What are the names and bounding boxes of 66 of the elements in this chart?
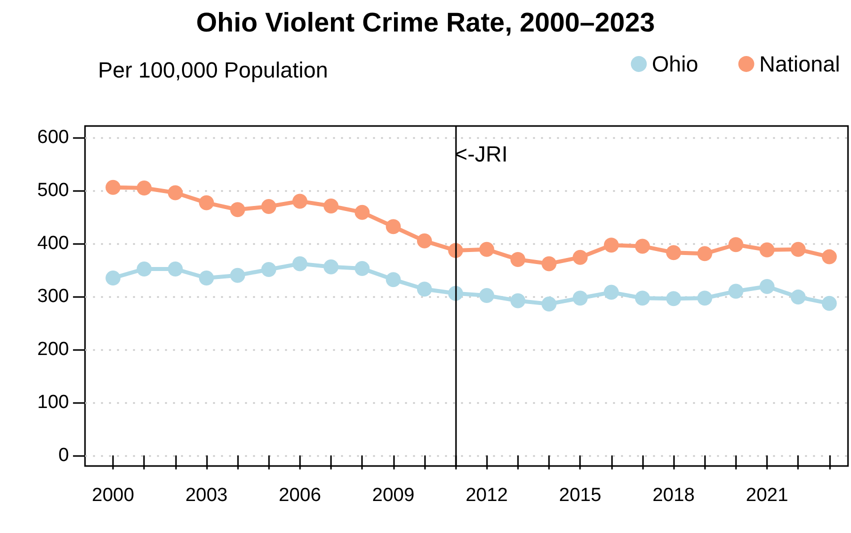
point [479,288,494,303]
point [728,237,744,252]
point [230,268,246,283]
point [572,250,588,265]
point [261,199,276,214]
point [760,242,775,258]
point [697,290,712,306]
x-tick-label: 2012 [466,485,508,506]
point [354,260,370,276]
point [728,284,744,299]
point [198,195,214,210]
x-tick-label: 2015 [559,485,602,506]
x-tick-label: 2006 [278,485,322,506]
point [230,202,246,218]
point [666,291,682,306]
point [790,290,806,305]
point [198,270,214,286]
point [106,180,121,195]
point [354,204,370,220]
x-tick-label: 2000 [92,485,134,506]
point [542,296,557,312]
point [604,284,619,300]
y-tick-label: 400 [37,233,69,254]
point [292,194,308,209]
y-tick-label: 600 [37,127,69,148]
point [136,261,152,276]
x-tick-label: 2003 [185,485,228,506]
point [136,180,152,196]
chart-subtitle: Per 100,000 Population [98,58,328,82]
point [822,249,837,264]
y-tick-label: 200 [37,338,69,360]
point [604,238,619,253]
y-tick-label: 500 [37,180,69,202]
point [168,261,183,276]
point [634,290,650,306]
point [416,282,432,297]
point [542,256,557,272]
point [416,233,432,248]
point [106,270,121,286]
point [386,219,401,234]
point [822,296,837,311]
chart-title: Ohio Violent Crime Rate, 2000–2023 [196,8,655,38]
point [510,293,526,308]
y-tick-label: 300 [37,286,69,308]
point [666,245,682,260]
point [386,272,401,288]
ref-line-label: <-JRI [454,142,508,166]
point [261,262,276,278]
point [168,185,183,200]
point [572,290,588,306]
legend-label: National [759,52,840,76]
x-tick-label: 2009 [372,485,414,506]
point [634,238,650,254]
point [324,259,339,274]
x-tick-label: 2021 [746,485,788,506]
point [292,256,308,272]
point [790,242,806,257]
point [479,242,494,257]
point [510,252,526,267]
point [324,198,339,214]
x-tick-label: 2018 [652,485,695,506]
point [760,278,775,294]
y-tick-label: 100 [37,392,69,413]
point [697,246,712,262]
y-tick-label: 0 [58,444,69,466]
legend-label: Ohio [652,52,698,76]
